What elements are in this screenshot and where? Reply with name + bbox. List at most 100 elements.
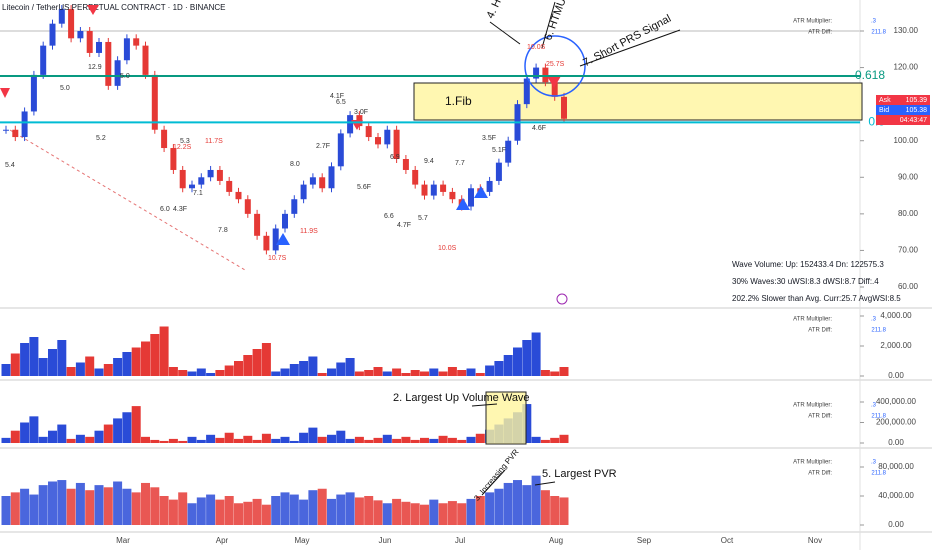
candle-body — [328, 166, 335, 189]
wave-label: 11.7S — [205, 138, 223, 145]
candle-body — [486, 180, 493, 192]
price-tick-label: 80.00 — [898, 209, 919, 218]
wave-label: 25.7S — [546, 61, 565, 68]
volume-bar — [280, 368, 290, 376]
candle-body — [263, 235, 270, 251]
price-tick-label: 90.00 — [898, 172, 919, 181]
volume-bar — [206, 434, 216, 443]
candle-body — [430, 184, 437, 196]
atr-label: ATR Diff: — [808, 414, 832, 420]
volume-bar — [48, 481, 57, 525]
price-tick-label: 100.00 — [894, 136, 919, 145]
symbol-title: Litecoin / TetherUS PERPETUAL CONTRACT ·… — [2, 3, 225, 12]
volume-bar — [522, 485, 532, 525]
volume-bar — [178, 440, 188, 443]
volume-bar — [141, 482, 150, 525]
volume-bar — [513, 480, 522, 525]
volume-bar — [336, 494, 346, 525]
volume-bar — [122, 488, 132, 525]
wave-label: 4.7F — [397, 222, 411, 229]
atr-value: .3 — [871, 19, 877, 25]
volume-bar — [1, 364, 11, 376]
wave-label: 5.6F — [357, 184, 371, 191]
wave-label: 7.1 — [193, 190, 203, 197]
wave-label: 10.0S — [438, 245, 457, 252]
volume-bar — [187, 436, 197, 443]
volume-bar — [29, 494, 39, 525]
wave-label: 4.6F — [532, 125, 546, 132]
atr-label: ATR Diff: — [808, 30, 832, 36]
volume-bar — [410, 370, 420, 376]
volume-bar — [466, 368, 476, 376]
candle-body — [505, 140, 512, 163]
candle-body — [523, 78, 530, 105]
quote-box — [876, 95, 930, 105]
wave-label: 5.0 — [60, 85, 70, 92]
candle-body — [96, 41, 102, 53]
candle-body — [412, 169, 419, 185]
volume-bar — [66, 438, 76, 443]
buy-marker — [276, 233, 290, 245]
candle-body — [533, 67, 540, 79]
volume-bar — [466, 498, 476, 525]
quote-value: 105.38 — [906, 107, 928, 114]
volume-bar — [252, 498, 262, 525]
candle-body — [68, 9, 75, 39]
volume-bar — [540, 439, 550, 443]
pane-tick-label: 40,000.00 — [878, 491, 914, 500]
candle-body — [151, 74, 158, 130]
timer: 04:43:47 — [900, 117, 927, 124]
volume-bar — [392, 368, 402, 376]
candle-body — [123, 38, 130, 61]
volume-bar — [271, 496, 281, 525]
volume-bar — [327, 368, 336, 376]
quote-box — [876, 105, 930, 115]
volume-bar — [540, 370, 550, 376]
volume-bar — [420, 437, 429, 443]
volume-bar — [420, 504, 429, 525]
volume-bar — [289, 494, 299, 525]
atr-label: ATR Multiplier: — [793, 403, 832, 409]
candle-body — [21, 111, 28, 138]
volume-bar — [168, 438, 178, 443]
candle-body — [319, 177, 326, 189]
volume-bar — [299, 499, 309, 525]
wave-label: 2.7F — [316, 143, 330, 150]
info-line: 30% Waves:30 uWSI:8.3 dWSI:8.7 Diff:.4 — [732, 277, 879, 286]
volume-bar — [75, 362, 85, 376]
buy-marker — [474, 186, 488, 198]
volume-bar — [168, 499, 178, 525]
volume-bar — [271, 438, 281, 443]
date-label: Apr — [216, 536, 229, 545]
pane-tick-label: 80,000.00 — [878, 462, 914, 471]
wave-label: 10.0S — [527, 44, 546, 51]
highlight-circle — [524, 35, 586, 97]
volume-bar — [159, 440, 169, 443]
volume-bar — [494, 361, 504, 376]
atr-value: 211.8 — [871, 328, 886, 334]
pane-tick-label: 0.00 — [888, 371, 904, 380]
volume-bar — [485, 492, 495, 525]
volume-bar — [354, 436, 364, 443]
wave-box — [485, 391, 527, 445]
volume-bar — [20, 488, 30, 525]
volume-bar — [457, 439, 467, 443]
candle-body — [235, 191, 242, 200]
wave-label: 4.3F — [173, 206, 187, 213]
volume-bar — [438, 503, 448, 525]
alert-icon — [556, 293, 568, 305]
volume-bar — [48, 349, 57, 376]
volume-bar — [364, 496, 374, 525]
volume-bar — [131, 406, 141, 443]
volume-bar — [364, 370, 374, 376]
volume-bar — [150, 334, 160, 376]
quote-label: Bid — [879, 107, 889, 114]
volume-bar — [345, 358, 355, 376]
candle-body — [207, 169, 214, 178]
volume-bar — [103, 424, 113, 443]
volume-bar — [10, 430, 20, 443]
volume-bar — [392, 438, 402, 443]
atr-label: ATR Diff: — [808, 328, 832, 334]
volume-bar — [475, 373, 485, 376]
volume-bar — [94, 368, 104, 376]
